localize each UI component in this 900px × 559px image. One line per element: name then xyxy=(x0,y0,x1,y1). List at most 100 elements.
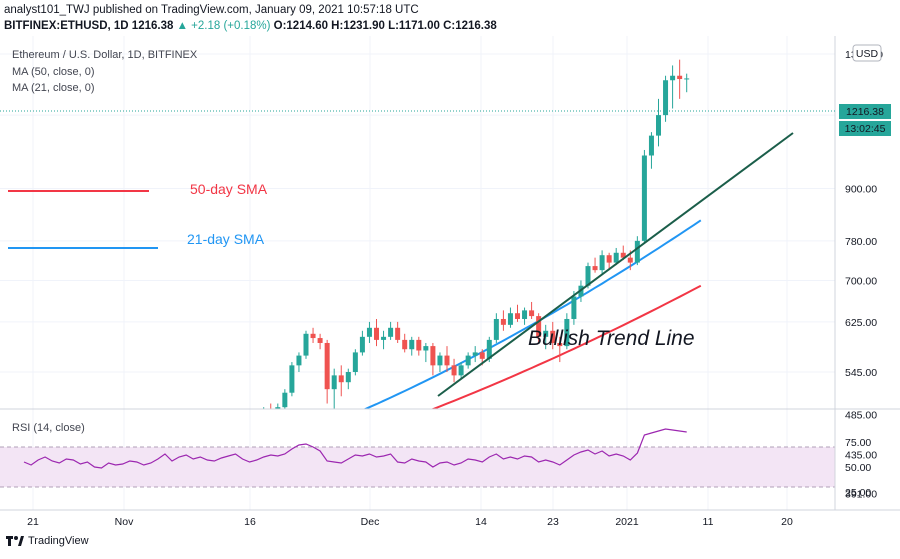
price-change: ▲ +2.18 (+0.18%) xyxy=(176,20,271,32)
candle xyxy=(543,324,549,350)
candle xyxy=(536,313,542,343)
candle xyxy=(634,236,640,266)
rsi-pane xyxy=(0,428,835,488)
candle xyxy=(550,321,556,350)
countdown-label-bg xyxy=(839,121,891,136)
bullish-trend-line xyxy=(437,132,794,397)
candle xyxy=(684,73,690,93)
candle xyxy=(663,75,669,122)
ma21-line xyxy=(363,219,702,409)
candle xyxy=(366,321,372,343)
time-tick-label: 16 xyxy=(244,516,256,528)
sma21-annotation: 21-day SMA xyxy=(187,231,265,247)
candle xyxy=(571,291,577,325)
time-axis[interactable]: 21 Nov 16 Dec 14 23 2021 11 20 xyxy=(27,516,793,528)
last-price: 1216.38 xyxy=(131,20,174,32)
candle xyxy=(388,321,394,340)
last-price-label: 1216.38 xyxy=(846,106,884,118)
time-tick-label: 2021 xyxy=(615,516,639,528)
price-chart[interactable]: 50-day SMA 21-day SMA Bullish Trend Line… xyxy=(0,36,900,534)
candle xyxy=(557,336,563,363)
candle xyxy=(352,349,358,376)
candle xyxy=(451,358,457,383)
price-tick-label: 900.00 xyxy=(845,184,877,196)
candle xyxy=(345,368,351,390)
candle xyxy=(324,339,330,404)
footer: TradingView xyxy=(6,534,89,548)
ma50-line xyxy=(430,284,702,409)
candle xyxy=(529,301,535,319)
candle xyxy=(296,352,302,372)
candle xyxy=(656,98,661,147)
candle xyxy=(303,330,309,359)
candles xyxy=(263,59,690,409)
candle xyxy=(374,318,379,347)
time-tick-label: 23 xyxy=(547,516,559,528)
currency-button-border[interactable] xyxy=(852,44,882,62)
currency-button[interactable]: USD xyxy=(856,48,879,60)
candle xyxy=(599,250,605,276)
candle xyxy=(282,389,288,409)
publish-header: analyst101_TWJ published on TradingView.… xyxy=(4,2,497,34)
candle xyxy=(430,342,436,376)
price-tick-label: 435.00 xyxy=(845,449,877,461)
time-tick-label: Nov xyxy=(115,516,134,528)
candle xyxy=(381,330,387,350)
candle xyxy=(317,333,323,350)
candle xyxy=(500,310,506,331)
candle xyxy=(677,59,683,99)
candle xyxy=(395,321,401,343)
candle xyxy=(409,336,415,356)
candle xyxy=(641,149,647,244)
price-tick-label: 780.00 xyxy=(845,236,877,248)
sma50-annotation: 50-day SMA xyxy=(190,181,268,197)
time-tick-label: 11 xyxy=(703,516,714,528)
rsi-tick-label: 50.00 xyxy=(845,462,871,474)
price-tick-label: 391.00 xyxy=(845,488,877,500)
candle xyxy=(423,342,429,363)
rsi-band xyxy=(0,447,835,487)
ma21-legend: MA (21, close, 0) xyxy=(12,82,95,94)
price-tick-label: 545.00 xyxy=(845,367,877,379)
symbol-label: BITFINEX:ETHUSD, 1D xyxy=(4,20,129,32)
candle xyxy=(670,65,676,109)
rsi-tick-label: 25.00 xyxy=(845,487,871,499)
time-tick-label: 20 xyxy=(781,516,793,528)
candle xyxy=(606,252,612,271)
rsi-legend: RSI (14, close) xyxy=(12,422,85,434)
candle xyxy=(613,247,619,266)
grid xyxy=(0,36,835,510)
time-tick-label: 14 xyxy=(475,516,487,528)
candle xyxy=(458,362,464,379)
tradingview-brand: TradingView xyxy=(28,535,89,547)
ohlc-values: O:1214.60 H:1231.90 L:1171.00 C:1216.38 xyxy=(273,20,497,32)
candle xyxy=(275,403,281,409)
candle xyxy=(444,346,450,372)
candle xyxy=(338,365,344,397)
candle xyxy=(465,352,471,369)
time-tick-label: 21 xyxy=(27,516,39,528)
candle xyxy=(472,346,478,363)
price-tick-label: 700.00 xyxy=(845,275,877,287)
candle xyxy=(402,333,408,353)
last-price-label-bg xyxy=(839,104,891,119)
ma50-legend: MA (50, close, 0) xyxy=(12,66,95,78)
candle xyxy=(648,132,654,169)
price-tick-label: 485.00 xyxy=(845,410,877,422)
publish-info: analyst101_TWJ published on TradingView.… xyxy=(4,4,419,16)
candle xyxy=(416,336,422,356)
symbol-line: BITFINEX:ETHUSD, 1D 1216.38 ▲ +2.18 (+0.… xyxy=(4,18,497,34)
countdown-label: 13:02:45 xyxy=(845,123,886,135)
candle xyxy=(507,307,513,328)
candle xyxy=(493,313,499,343)
candle xyxy=(359,330,365,356)
candle xyxy=(310,327,316,343)
rsi-axis: 75.00 50.00 25.00 xyxy=(845,437,871,499)
time-tick-label: Dec xyxy=(361,516,380,528)
candle xyxy=(592,257,598,273)
tradingview-logo-icon xyxy=(6,534,24,548)
rsi-tick-label: 75.00 xyxy=(845,437,871,449)
candle xyxy=(331,368,337,409)
rsi-line xyxy=(23,428,687,469)
candle xyxy=(437,352,443,372)
